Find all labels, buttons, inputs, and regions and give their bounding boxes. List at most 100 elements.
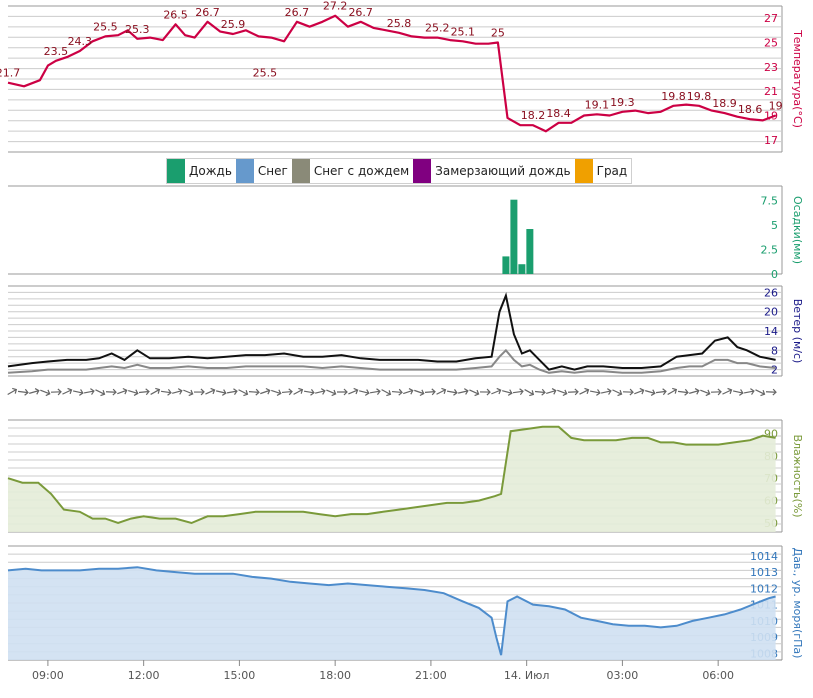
x-tick-label: 09:00 (32, 669, 64, 682)
temperature-data-label: 25.3 (125, 23, 150, 36)
wind-direction-arrow (612, 389, 623, 397)
y-tick-label: 20 (764, 306, 778, 319)
wind-direction-arrow (83, 388, 95, 395)
wind-direction-arrow (755, 389, 766, 397)
legend-item: Град (574, 159, 632, 183)
wind-direction-arrow (293, 387, 304, 395)
x-tick-label: 12:00 (128, 669, 160, 682)
y-axis-title: Температура(°C) (791, 29, 804, 128)
wind-direction-arrow (215, 389, 227, 396)
temperature-data-label: 19.8 (661, 90, 686, 103)
wind-speed-line (7, 292, 776, 371)
wind-direction-arrow (524, 389, 535, 397)
wind-direction-arrow (160, 388, 172, 396)
y-axis-title: Влажность(%) (791, 434, 804, 517)
temperature-data-label: 19 (769, 100, 783, 113)
x-tick-label: 15:00 (224, 669, 256, 682)
wind-direction-arrow (62, 387, 73, 395)
wind-direction-arrow (600, 388, 612, 395)
y-tick-label: 1014 (750, 550, 778, 563)
x-tick-label: 06:00 (702, 669, 734, 682)
wind-direction-arrow (722, 387, 733, 395)
wind-direction-arrow (491, 387, 502, 395)
wind-direction-arrow (414, 389, 425, 397)
y-tick-label: 23 (764, 61, 778, 74)
wind-direction-arrow (315, 388, 326, 395)
x-tick-label: 21:00 (415, 669, 447, 682)
temperature-data-label: 25.5 (253, 67, 278, 80)
y-tick-label: 0 (771, 268, 778, 281)
wind-direction-arrow (359, 389, 370, 396)
legend-swatch (235, 159, 254, 183)
temperature-data-label: 27.2 (323, 0, 348, 13)
temperature-data-label: 25 (491, 27, 505, 40)
wind-direction-arrow (743, 388, 755, 395)
wind-direction-arrow (326, 389, 337, 397)
y-tick-label: 17 (764, 134, 778, 147)
legend-item: Снег с дождем (291, 159, 413, 183)
x-tick-label: 03:00 (607, 669, 639, 682)
wind-direction-arrow (655, 388, 667, 396)
wind-direction-arrow (634, 387, 645, 395)
wind-direction-arrow (226, 388, 238, 395)
legend-swatch (574, 159, 593, 183)
wind-direction-arrow (677, 388, 689, 396)
legend-item: Дождь (167, 159, 236, 183)
temperature-data-label: 26.7 (195, 6, 220, 19)
wind-direction-arrow (589, 389, 601, 396)
x-tick-label: 18:00 (319, 669, 351, 682)
pressure-line (7, 566, 776, 656)
wind-direction-arrow (303, 388, 315, 396)
wind-direction-arrow (765, 388, 777, 396)
wind-direction-arrow (689, 388, 700, 395)
y-axis-title: Ветер (м/с) (791, 299, 804, 364)
wind-direction-arrow (381, 389, 392, 397)
temperature-data-label: 26.7 (285, 6, 310, 19)
precipitation-bar (502, 256, 510, 274)
y-tick-label: 2 (771, 364, 778, 377)
temperature-data-label: 25.9 (221, 18, 246, 31)
wind-direction-arrow (260, 387, 271, 395)
wind-direction-arrow (645, 389, 656, 396)
wind-direction-arrow (348, 387, 359, 395)
wind-direction-arrow (248, 388, 260, 396)
temperature-data-label: 18.6 (738, 103, 763, 116)
wind-direction-arrow (40, 389, 51, 397)
y-tick-label: 1013 (750, 566, 778, 579)
wind-direction-arrow (138, 388, 150, 396)
legend-label: Дождь (189, 164, 232, 178)
wind-direction-arrow (557, 389, 568, 397)
panel-1: 0 2.5 5 7.5 Осадки(мм) (8, 185, 804, 281)
wind-direction-arrow (150, 387, 161, 395)
wind-direction-arrow (710, 388, 722, 396)
temperature-data-label: 21.7 (0, 67, 20, 80)
precipitation-bar (510, 199, 518, 274)
wind-direction-arrow (579, 387, 590, 395)
wind-direction-arrow (546, 388, 557, 395)
temperature-data-label: 25.8 (387, 17, 412, 30)
wind-direction-arrow (95, 389, 106, 397)
temperature-data-label: 19.1 (585, 98, 610, 111)
legend-label: Снег с дождем (313, 164, 410, 178)
wind-direction-arrow (403, 387, 414, 395)
wind-direction-arrow (337, 388, 348, 396)
temperature-data-label: 25.5 (93, 20, 118, 33)
temperature-line (7, 14, 776, 133)
wind-direction-arrow (193, 388, 205, 396)
y-tick-label: 21 (764, 85, 778, 98)
temperature-data-label: 18.4 (546, 107, 571, 120)
wind-direction-arrow (567, 388, 579, 396)
wind-direction-arrow (391, 388, 403, 396)
legend-label: Замерзающий дождь (435, 164, 571, 178)
x-tick-label: 14. Июл (504, 669, 550, 682)
legend-item: Замерзающий дождь (413, 159, 574, 183)
pressure-area (8, 567, 776, 660)
wind-direction-arrow (72, 389, 84, 396)
y-tick-label: 7.5 (761, 195, 779, 208)
wind-direction-arrow (700, 389, 711, 397)
temperature-data-label: 26.7 (348, 6, 373, 19)
y-axis-title: Дав., ур. моря(гПа) (791, 548, 804, 659)
y-tick-label: 27 (764, 12, 778, 25)
y-tick-label: 1012 (750, 582, 778, 595)
